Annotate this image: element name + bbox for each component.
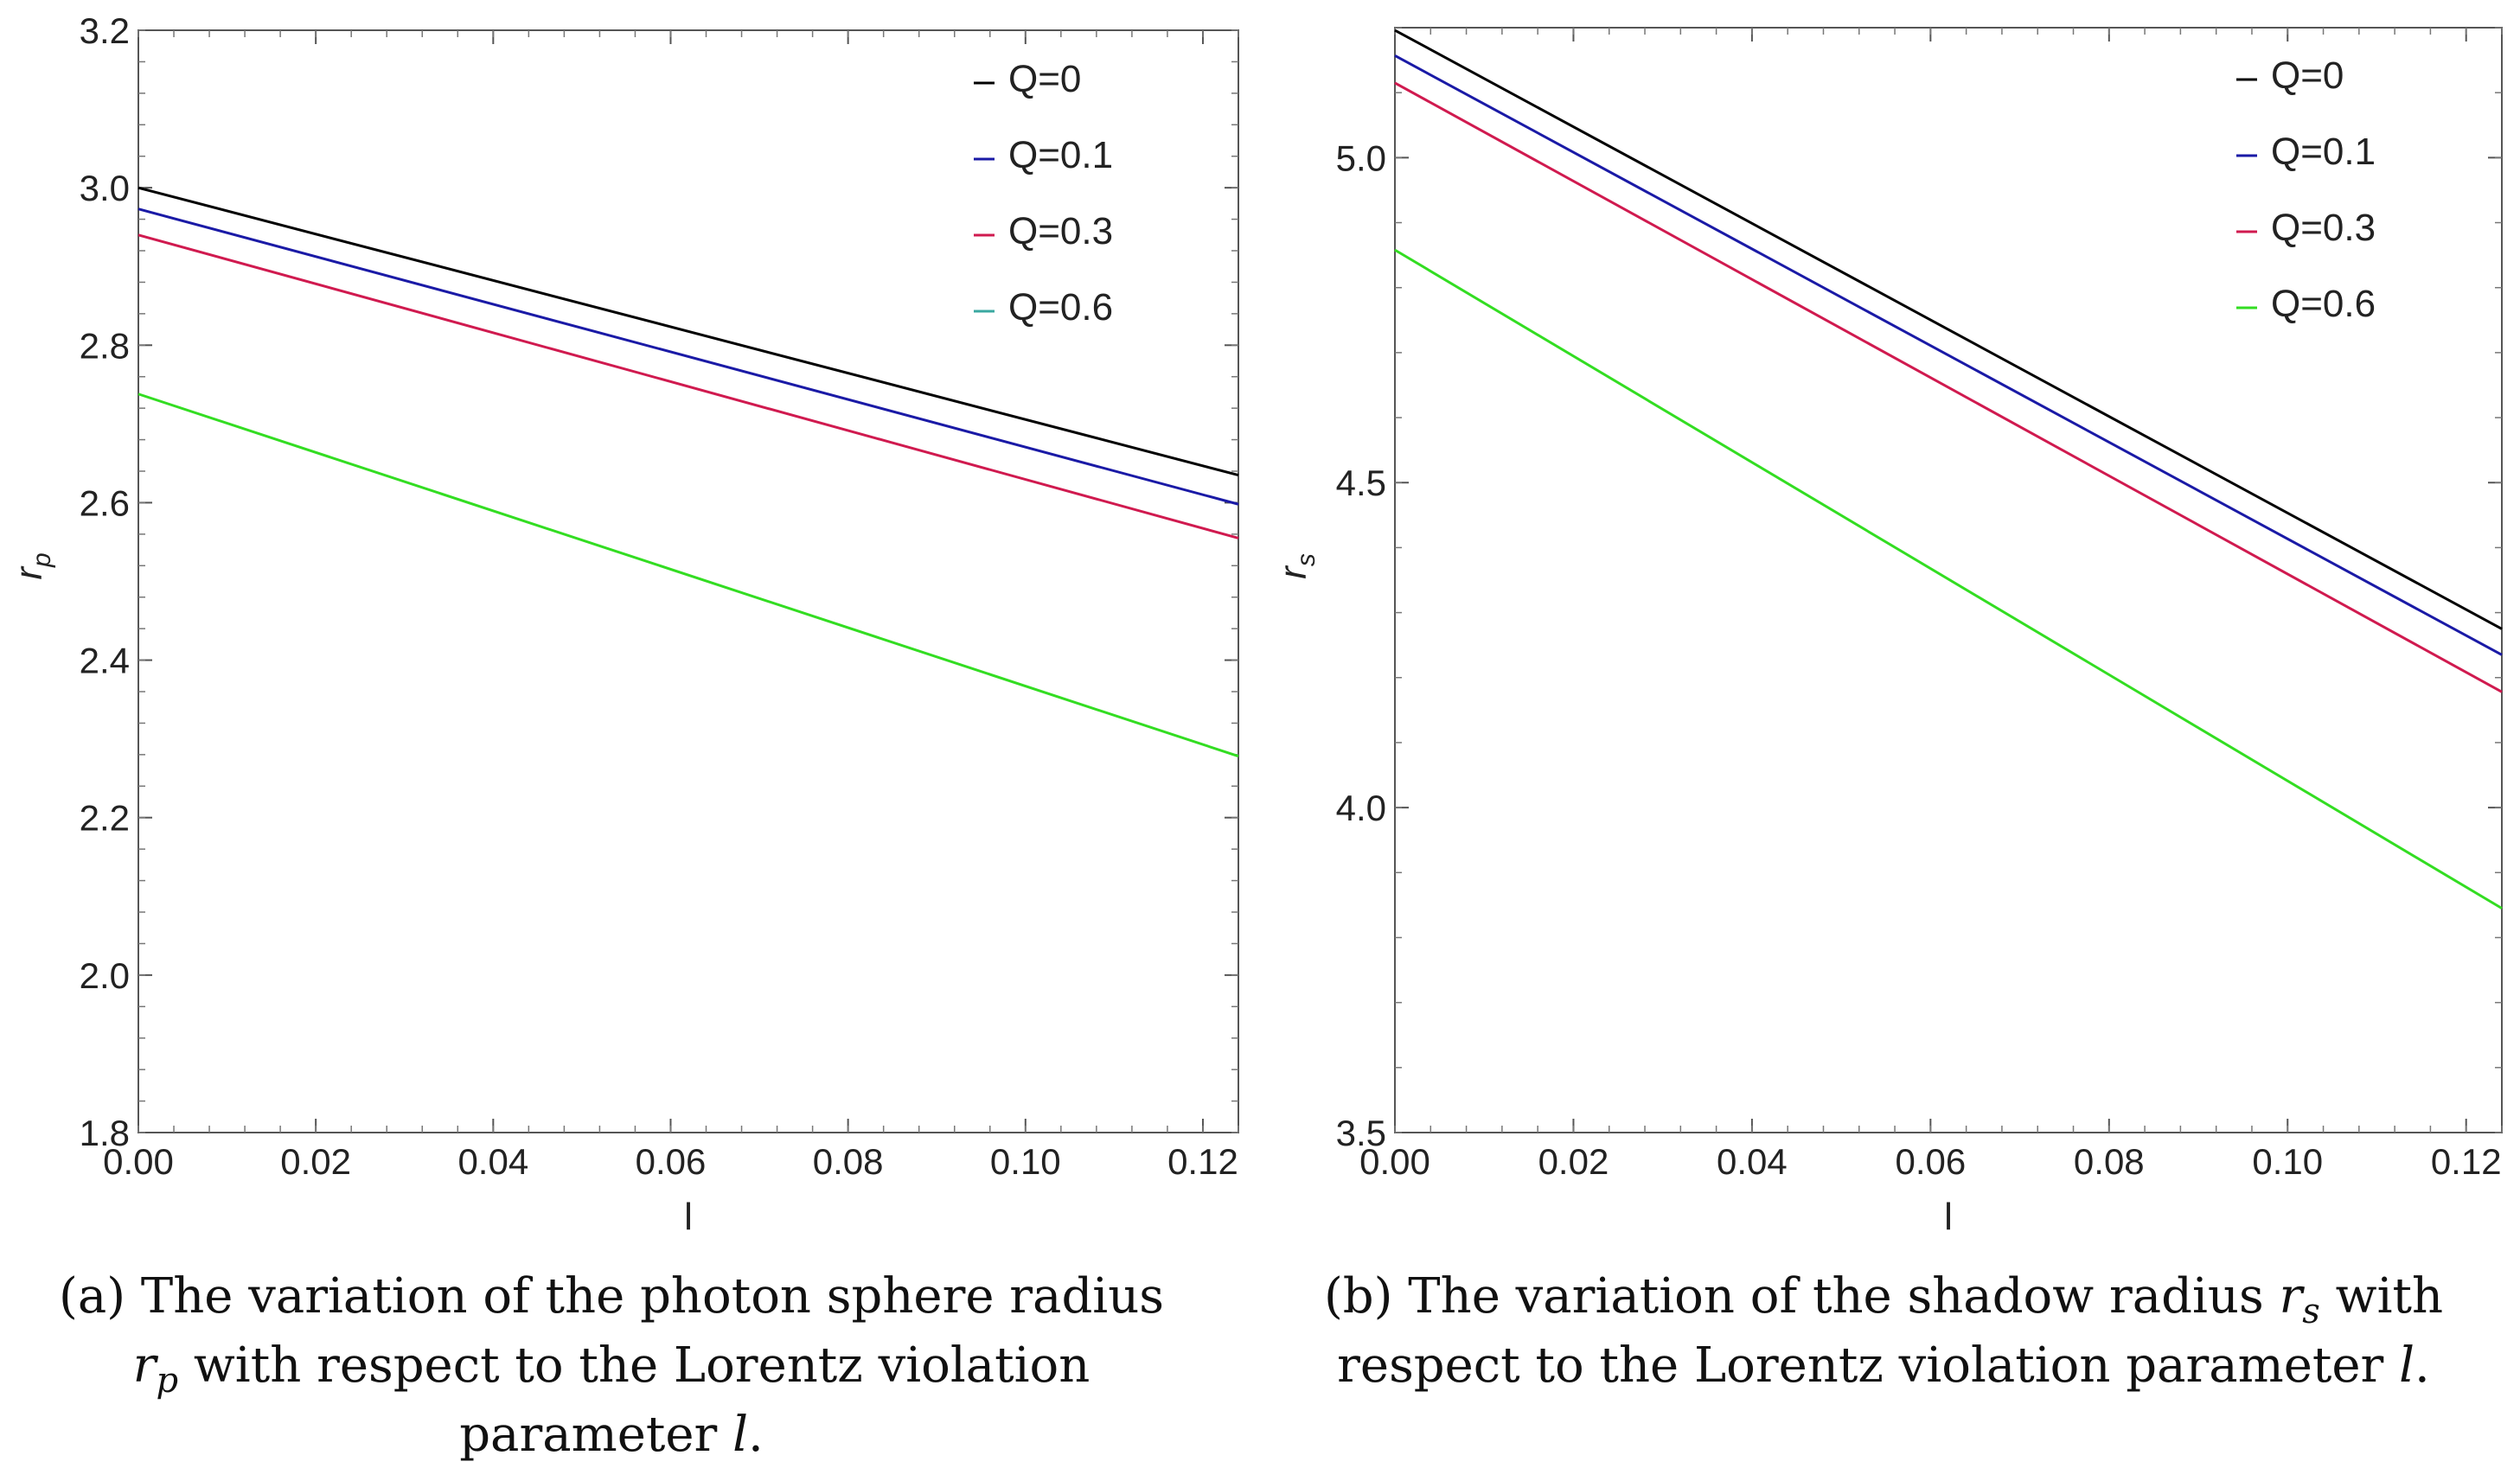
legend-label: Q=0.6 bbox=[2271, 283, 2376, 325]
legend-label: Q=0.6 bbox=[1008, 286, 1113, 329]
chart-panel-a: 0.00 0.02 0.04 0.06 0.08 0.10 0.12 1.8 2.0 2.2 2.4… bbox=[8, 10, 1239, 1238]
x-tick-label: 0.02 bbox=[280, 1141, 351, 1182]
series-line-Q=0 bbox=[138, 186, 1239, 477]
x-tick-label: 0.04 bbox=[1717, 1141, 1788, 1182]
plot-frame bbox=[1394, 27, 2503, 1133]
y-tick-label: 2.4 bbox=[80, 641, 130, 681]
y-tick-label: 2.8 bbox=[80, 325, 130, 366]
series-line-Q=0.3 bbox=[1394, 81, 2503, 693]
legend-label: Q=0.1 bbox=[1008, 134, 1113, 176]
series-line-Q=0.3 bbox=[138, 233, 1239, 539]
caption-line: respect to the Lorentz violation paramet… bbox=[1337, 1337, 2430, 1394]
x-tick-label: 0.10 bbox=[2252, 1141, 2323, 1182]
chart-panel-b: 0.00 0.02 0.04 0.06 0.08 0.10 0.12 3.5 4.0 4.5 5.0… bbox=[1272, 27, 2503, 1238]
caption-line: parameter l. bbox=[459, 1407, 764, 1463]
y-tick-label: 3.5 bbox=[1336, 1113, 1386, 1153]
y-tick-label: 3.2 bbox=[80, 10, 130, 51]
series-line-Q=0.6 bbox=[1394, 248, 2503, 910]
y-tick-label: 4.5 bbox=[1336, 463, 1386, 503]
y-tick-label: 2.6 bbox=[80, 482, 130, 523]
x-tick-label: 0.06 bbox=[1895, 1141, 1966, 1182]
y-axis-label: rs bbox=[1272, 553, 1321, 579]
y-axis-label: rp bbox=[8, 552, 56, 579]
x-tick-label: 0.08 bbox=[2074, 1141, 2145, 1182]
legend-label: Q=0.1 bbox=[2271, 131, 2376, 173]
caption-line: (b) The variation of the shadow radius r… bbox=[1324, 1268, 2443, 1331]
x-axis-label: l bbox=[1944, 1196, 1953, 1238]
legend-label: Q=0 bbox=[2271, 54, 2344, 97]
legend-label: Q=0.3 bbox=[2271, 207, 2376, 249]
x-tick-label: 0.12 bbox=[2431, 1141, 2502, 1182]
x-tick-label: 0.10 bbox=[990, 1141, 1061, 1182]
y-tick-label: 1.8 bbox=[80, 1113, 130, 1153]
series-line-Q=0.6 bbox=[138, 393, 1239, 758]
y-tick-label: 2.2 bbox=[80, 798, 130, 839]
x-axis-label: l bbox=[684, 1196, 693, 1238]
series-line-Q=0.1 bbox=[138, 207, 1239, 506]
x-tick-label: 0.00 bbox=[1359, 1141, 1430, 1182]
x-tick-label: 0.02 bbox=[1538, 1141, 1609, 1182]
x-tick-label: 0.06 bbox=[636, 1141, 707, 1182]
y-tick-label: 2.0 bbox=[80, 955, 130, 996]
x-tick-label: 0.04 bbox=[457, 1141, 528, 1182]
x-tick-label: 0.00 bbox=[103, 1141, 174, 1182]
x-tick-label: 0.08 bbox=[813, 1141, 884, 1182]
legend-label: Q=0.3 bbox=[1008, 210, 1113, 252]
caption-b: (b) The variation of the shadow radius r… bbox=[1324, 1268, 2443, 1394]
caption-a: (a) The variation of the photon sphere r… bbox=[59, 1268, 1164, 1463]
series-line-Q=0.1 bbox=[1394, 54, 2503, 656]
series-line-Q=0 bbox=[1394, 29, 2503, 630]
y-tick-label: 3.0 bbox=[80, 168, 130, 208]
legend-label: Q=0 bbox=[1008, 58, 1081, 100]
plot-frame bbox=[138, 29, 1239, 1133]
x-tick-label: 0.12 bbox=[1167, 1141, 1238, 1182]
y-tick-label: 5.0 bbox=[1336, 137, 1386, 178]
caption-line: (a) The variation of the photon sphere r… bbox=[59, 1268, 1164, 1324]
y-tick-label: 4.0 bbox=[1336, 788, 1386, 828]
caption-line: rp with respect to the Lorentz violation bbox=[133, 1337, 1091, 1401]
